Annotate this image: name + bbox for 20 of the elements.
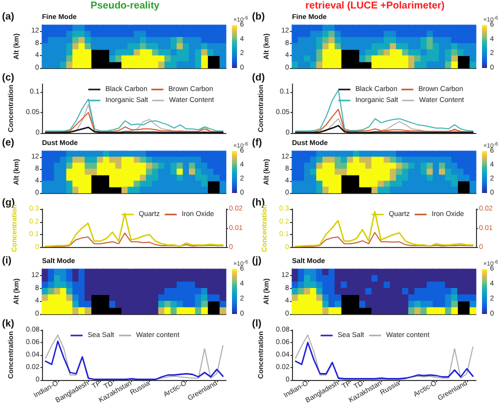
text: retrieval (LUCE +Polarimeter) bbox=[305, 0, 445, 12]
line-series bbox=[44, 212, 224, 247]
chart-title: (k) bbox=[2, 318, 14, 330]
line-series bbox=[294, 342, 474, 380]
line-series bbox=[295, 108, 474, 133]
chart-title: (b) bbox=[252, 12, 265, 22]
line-series bbox=[294, 210, 474, 247]
text: Pseudo-reality bbox=[90, 0, 160, 12]
chart-title: (c) bbox=[2, 72, 14, 84]
chart-title: (i) bbox=[2, 256, 12, 266]
line-series bbox=[295, 90, 474, 132]
chart-title: (e) bbox=[2, 138, 14, 148]
chart-title: (f) bbox=[252, 138, 262, 148]
line-series bbox=[45, 98, 224, 132]
chart-title: (a) bbox=[2, 12, 14, 22]
line-series bbox=[294, 124, 474, 134]
chart-title: (j) bbox=[252, 256, 262, 266]
line-series bbox=[45, 112, 224, 133]
chart-title: (l) bbox=[252, 318, 262, 330]
chart-title: (d) bbox=[252, 72, 265, 84]
